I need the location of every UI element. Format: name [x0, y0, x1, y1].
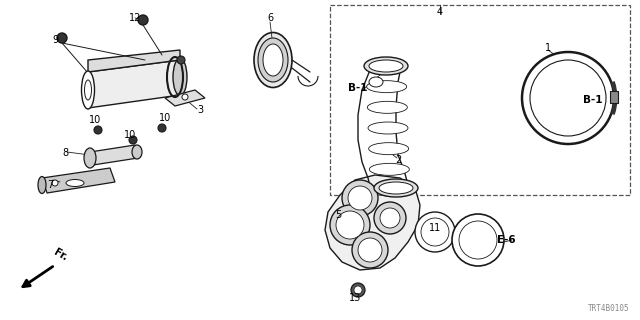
Text: 9: 9 [52, 35, 58, 45]
Ellipse shape [132, 145, 142, 159]
Circle shape [415, 212, 455, 252]
Circle shape [421, 218, 449, 246]
Circle shape [380, 208, 400, 228]
Bar [610, 91, 618, 103]
Circle shape [459, 221, 497, 259]
Ellipse shape [254, 33, 292, 87]
Polygon shape [88, 50, 180, 72]
Ellipse shape [379, 182, 413, 194]
Text: 4: 4 [437, 7, 443, 17]
Ellipse shape [364, 57, 408, 75]
Ellipse shape [366, 60, 406, 72]
Ellipse shape [370, 184, 410, 196]
Text: 7: 7 [47, 180, 53, 190]
Circle shape [530, 60, 606, 136]
Text: E-6: E-6 [497, 235, 515, 245]
Text: 8: 8 [62, 148, 68, 158]
Circle shape [52, 180, 58, 186]
Text: 6: 6 [267, 13, 273, 23]
Circle shape [138, 15, 148, 25]
Ellipse shape [367, 101, 407, 113]
Ellipse shape [173, 59, 187, 95]
Text: B-1: B-1 [583, 95, 603, 105]
Circle shape [336, 211, 364, 239]
Text: 1: 1 [545, 43, 551, 53]
Ellipse shape [263, 44, 283, 76]
Text: 5: 5 [335, 210, 341, 220]
Ellipse shape [81, 71, 95, 109]
Text: 13: 13 [349, 293, 361, 303]
Polygon shape [325, 175, 420, 270]
Circle shape [94, 126, 102, 134]
Text: 10: 10 [89, 115, 101, 125]
Ellipse shape [369, 163, 410, 175]
Ellipse shape [84, 80, 92, 100]
Circle shape [129, 136, 137, 144]
Ellipse shape [369, 77, 383, 87]
Text: 3: 3 [197, 105, 203, 115]
Polygon shape [165, 90, 205, 106]
Circle shape [452, 214, 504, 266]
Text: Fr.: Fr. [52, 247, 69, 263]
Polygon shape [42, 168, 115, 193]
Ellipse shape [369, 143, 409, 155]
Circle shape [351, 283, 365, 297]
Circle shape [342, 180, 378, 216]
Text: 10: 10 [159, 113, 171, 123]
Bar [330, 5, 630, 195]
Ellipse shape [38, 177, 46, 194]
Circle shape [158, 124, 166, 132]
Circle shape [358, 238, 382, 262]
Polygon shape [88, 60, 180, 108]
Circle shape [374, 202, 406, 234]
Text: 12: 12 [129, 13, 141, 23]
Circle shape [354, 286, 362, 294]
Circle shape [330, 205, 370, 245]
Text: TRT4B0105: TRT4B0105 [588, 304, 630, 313]
Circle shape [182, 94, 188, 100]
Text: 11: 11 [429, 223, 441, 233]
Ellipse shape [66, 180, 84, 187]
Ellipse shape [368, 122, 408, 134]
Circle shape [352, 232, 388, 268]
Text: B-1: B-1 [348, 83, 368, 93]
Ellipse shape [374, 179, 418, 197]
Polygon shape [90, 145, 138, 165]
Circle shape [177, 56, 185, 64]
Circle shape [57, 33, 67, 43]
Ellipse shape [258, 38, 288, 82]
Ellipse shape [369, 60, 403, 72]
Text: 10: 10 [124, 130, 136, 140]
Text: 2: 2 [395, 155, 401, 165]
Ellipse shape [84, 148, 96, 168]
Circle shape [348, 186, 372, 210]
Circle shape [522, 52, 614, 144]
Ellipse shape [367, 81, 406, 93]
